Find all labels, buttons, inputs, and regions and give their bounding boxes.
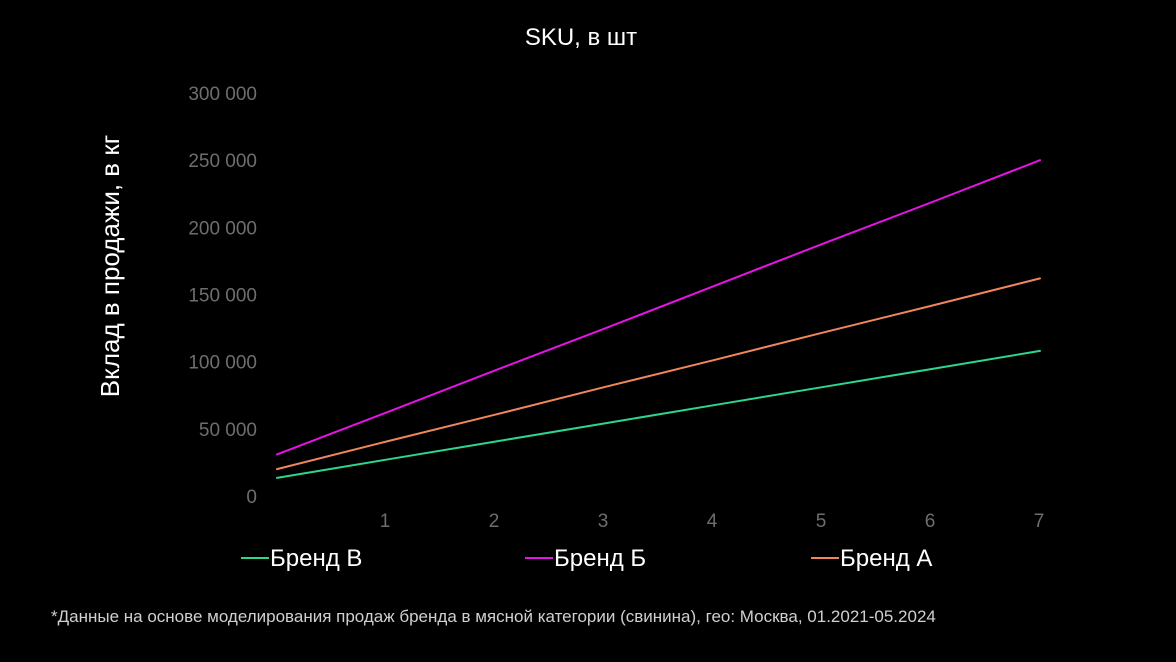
series-line-2	[276, 159, 1041, 456]
legend-label: Бренд Б	[554, 545, 646, 572]
legend-item: Бренд Б	[525, 545, 646, 572]
legend-item: Бренд А	[811, 545, 932, 572]
y-tick-label: 100 000	[188, 353, 257, 374]
series-line-3	[276, 277, 1041, 471]
x-tick-label: 4	[707, 511, 718, 532]
series-lines	[276, 159, 1041, 479]
legend-label: Бренд А	[840, 545, 932, 572]
x-tick-label: 1	[380, 511, 391, 532]
chart-title: SKU, в шт	[525, 24, 637, 51]
legend-item: Бренд В	[241, 545, 362, 572]
y-axis-ticks: 0 50 000 100 000 150 000 200 000 250 000 300 0…	[188, 84, 257, 508]
legend-label: Бренд В	[270, 545, 362, 572]
x-axis-ticks: 1 2 3 4 5 6 7	[380, 511, 1045, 532]
x-tick-label: 5	[816, 511, 827, 532]
y-tick-label: 50 000	[199, 420, 257, 441]
series-line-1	[276, 349, 1041, 479]
footnote: *Данные на основе моделирования продаж б…	[51, 607, 936, 626]
x-tick-label: 3	[598, 511, 609, 532]
y-tick-label: 200 000	[188, 218, 257, 239]
y-tick-label: 0	[246, 487, 257, 508]
y-tick-label: 300 000	[188, 84, 257, 105]
y-tick-label: 250 000	[188, 151, 257, 172]
legend: Бренд В Бренд Б Бренд А	[241, 545, 932, 572]
y-tick-label: 150 000	[188, 286, 257, 307]
x-tick-label: 6	[925, 511, 936, 532]
x-tick-label: 7	[1034, 511, 1045, 532]
y-axis-label: Вклад в продажи, в кг	[95, 135, 125, 397]
x-tick-label: 2	[489, 511, 500, 532]
